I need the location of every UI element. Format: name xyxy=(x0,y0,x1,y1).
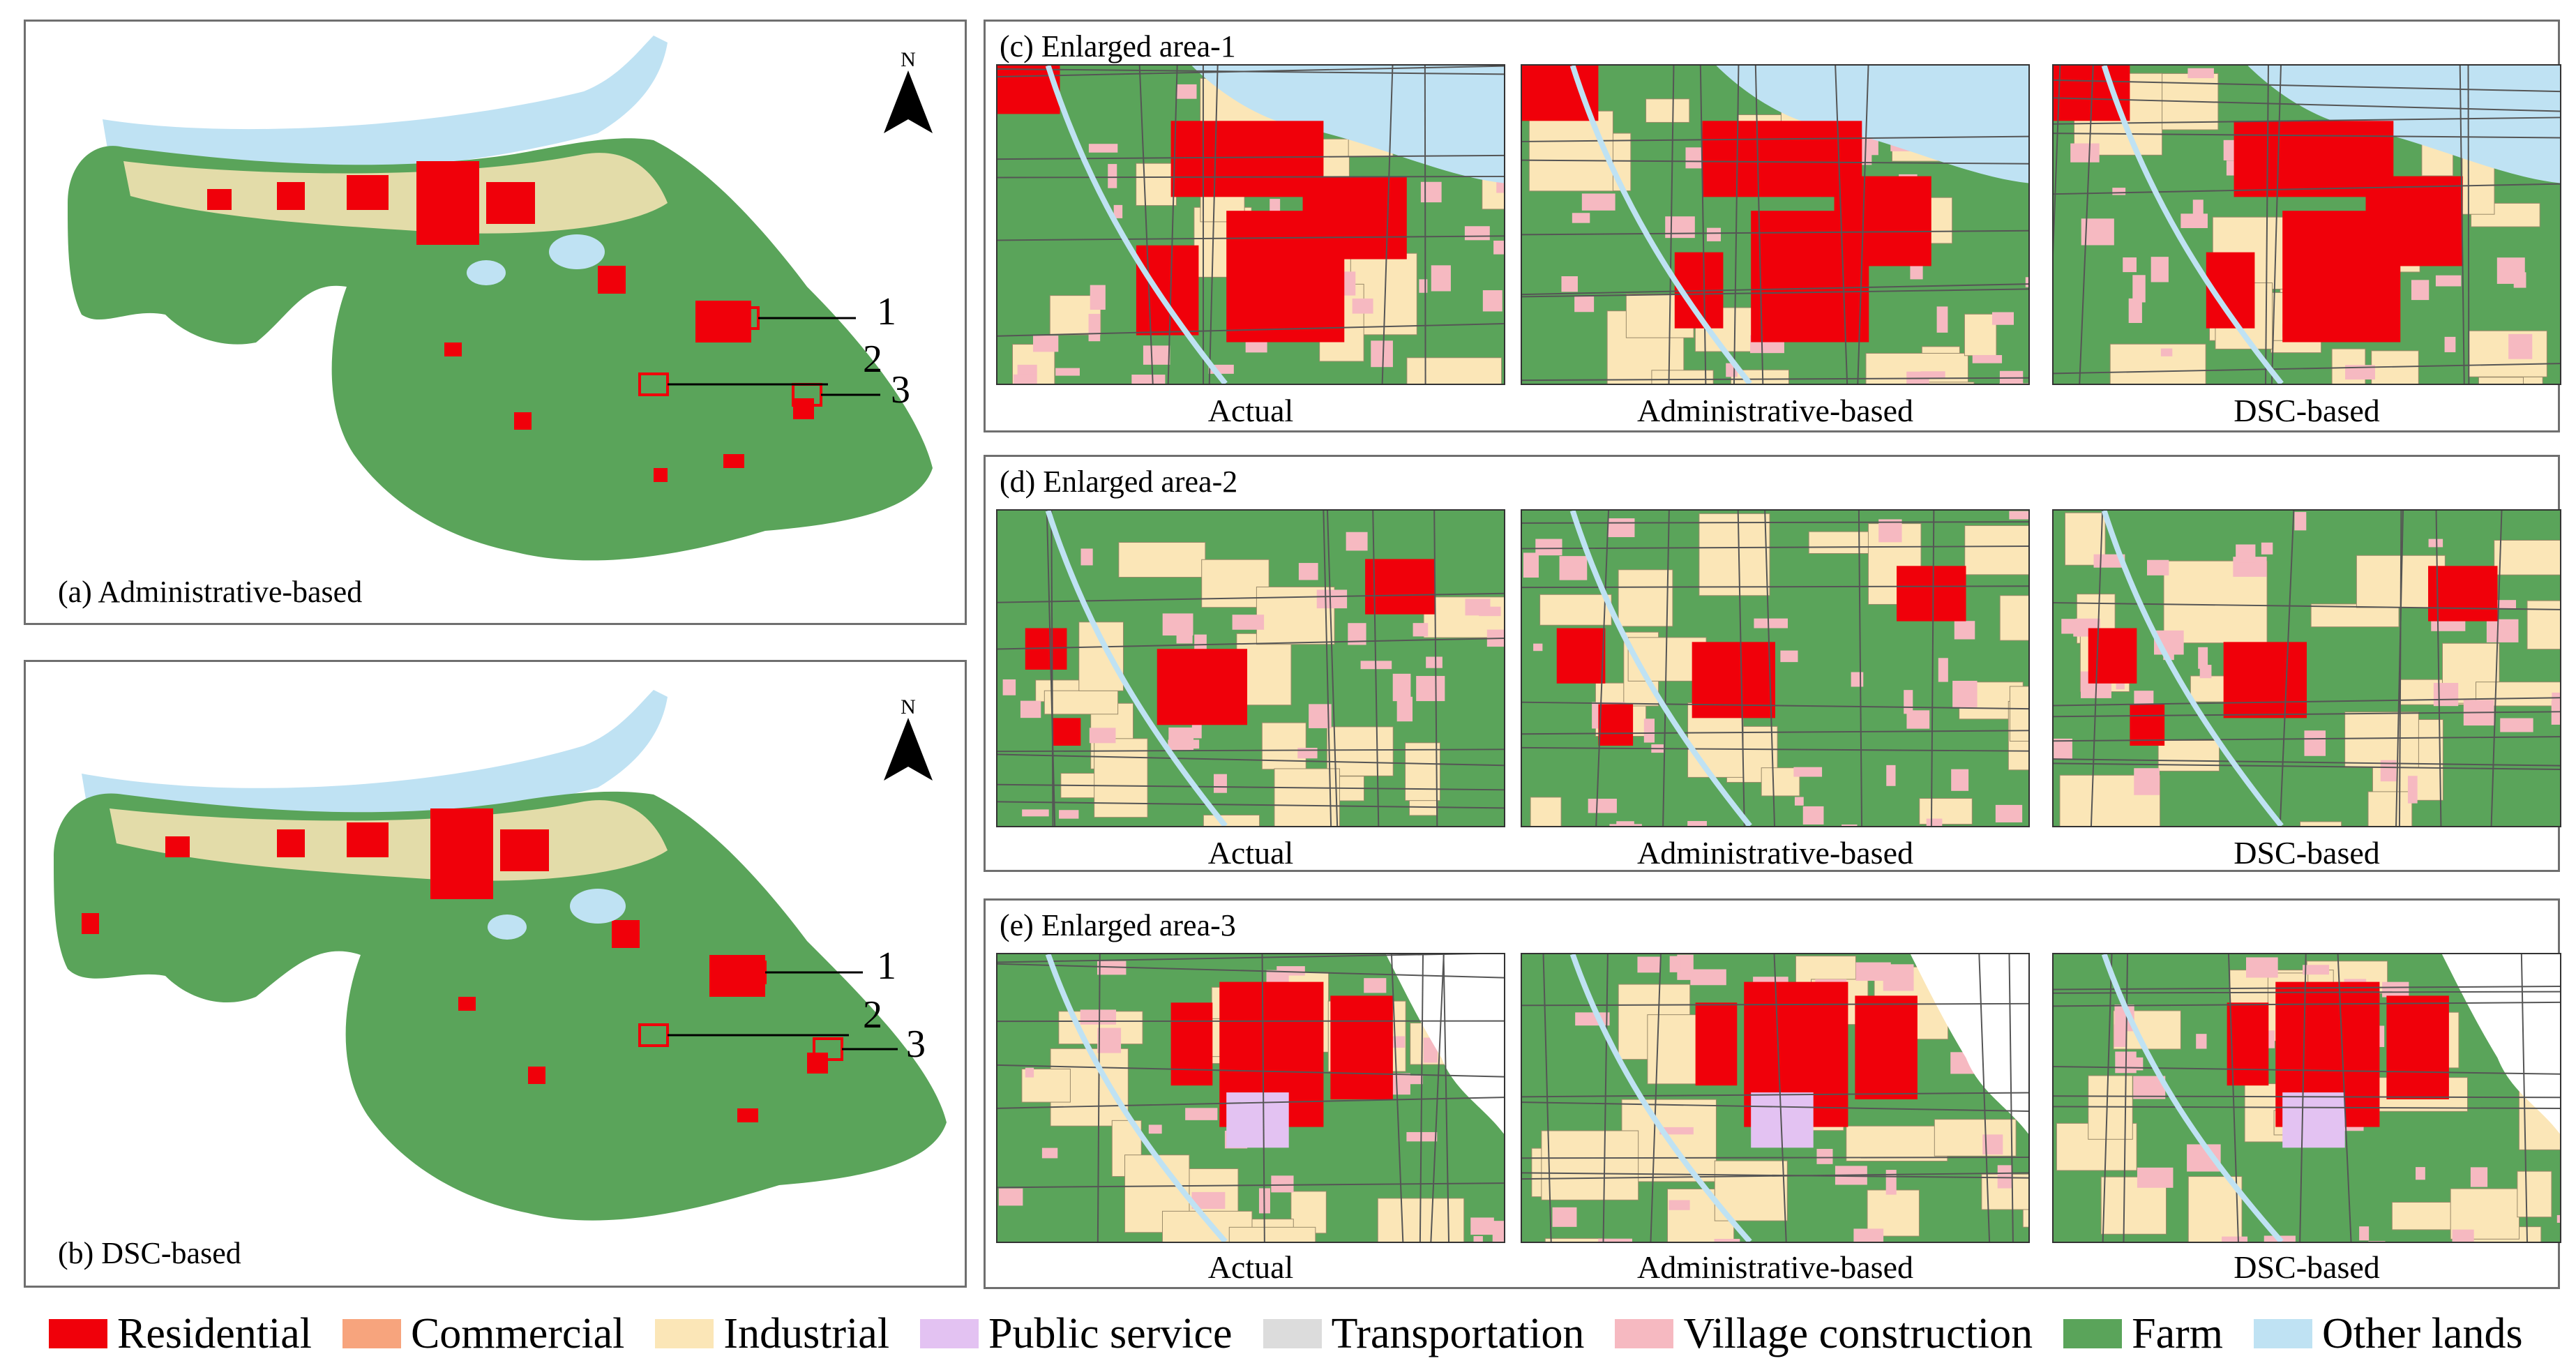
legend-label: Industrial xyxy=(723,1310,890,1357)
legend-item-public-service: Public service xyxy=(920,1312,1233,1355)
caption-administrative-based: Administrative-based xyxy=(1636,835,1913,871)
area-label-1: 1 xyxy=(877,290,896,333)
area-label-2: 2 xyxy=(863,993,882,1037)
river-band xyxy=(103,36,668,173)
panel-b-dsc-map: 1 2 3 N (b) DSC-based xyxy=(24,660,967,1288)
north-arrow: N xyxy=(884,697,933,784)
enlarged-map-1-actual xyxy=(996,64,1505,385)
caption-dsc-based: DSC-based xyxy=(2234,393,2380,428)
legend-label: Residential xyxy=(117,1310,312,1357)
enlarged-map-2-administrative-based xyxy=(1521,509,2030,827)
legend-swatch xyxy=(920,1319,979,1348)
legend-label: Other lands xyxy=(2322,1310,2523,1357)
caption-actual: Actual xyxy=(1207,393,1294,428)
enlarged-map-2-actual xyxy=(996,509,1505,827)
legend-item-commercial: Commercial xyxy=(342,1312,624,1355)
legend-label: Farm xyxy=(2132,1310,2224,1357)
legend: Residential Commercial Industrial Public se… xyxy=(49,1306,2554,1362)
legend-item-village-construction: Village construction xyxy=(1615,1312,2033,1355)
study-area-map-a xyxy=(68,36,933,561)
study-area-map-b xyxy=(54,690,947,1221)
caption-administrative-based: Administrative-based xyxy=(1636,393,1913,428)
legend-swatch xyxy=(2254,1319,2313,1348)
legend-item-transportation: Transportation xyxy=(1263,1310,1585,1357)
enlarged-map-1-dsc-based xyxy=(2052,64,2561,385)
legend-label: Transportation xyxy=(1331,1310,1585,1357)
panel-a-label: (a) Administrative-based xyxy=(58,575,363,609)
caption-actual: Actual xyxy=(1207,1249,1294,1285)
caption-dsc-based: DSC-based xyxy=(2234,835,2380,871)
legend-swatch xyxy=(49,1319,107,1348)
legend-item-industrial: Industrial xyxy=(655,1312,889,1355)
legend-swatch xyxy=(1263,1319,1322,1348)
enlarged-map-3-dsc-based xyxy=(2052,953,2561,1243)
enlarged-map-3-actual xyxy=(996,953,1505,1243)
land-body xyxy=(68,138,933,561)
legend-item-residential: Residential xyxy=(49,1312,312,1355)
caption-administrative-based: Administrative-based xyxy=(1636,1249,1913,1285)
north-arrow: N xyxy=(884,50,933,137)
enlarged-map-1-administrative-based xyxy=(1521,64,2030,385)
enlarged-map-2-dsc-based xyxy=(2052,509,2561,827)
north-label: N xyxy=(901,48,916,71)
north-arrow-icon xyxy=(884,70,933,133)
legend-swatch xyxy=(342,1319,401,1348)
north-label: N xyxy=(901,695,916,718)
north-arrow-icon xyxy=(884,718,933,781)
panel-a-administrative-map: 1 2 3 N (a) Administrative-based xyxy=(24,20,967,625)
panel-b-label: (b) DSC-based xyxy=(58,1236,241,1270)
area-label-2: 2 xyxy=(863,338,882,381)
urban-patches-a xyxy=(207,161,814,482)
legend-swatch xyxy=(1615,1319,1674,1348)
area-label-3: 3 xyxy=(891,368,910,412)
legend-item-other-lands: Other lands xyxy=(2254,1312,2523,1355)
caption-dsc-based: DSC-based xyxy=(2234,1249,2380,1285)
legend-label: Public service xyxy=(988,1310,1233,1357)
legend-label: Village construction xyxy=(1683,1310,2033,1357)
panel-d-label: (d) Enlarged area-2 xyxy=(1000,465,1238,499)
panel-e-label: (e) Enlarged area-3 xyxy=(1000,908,1236,942)
legend-swatch xyxy=(2063,1319,2123,1348)
legend-swatch xyxy=(655,1319,714,1348)
area-label-1: 1 xyxy=(877,944,896,988)
area-label-3: 3 xyxy=(906,1023,926,1066)
legend-label: Commercial xyxy=(410,1310,625,1357)
legend-item-farm: Farm xyxy=(2063,1312,2223,1355)
enlarged-map-3-administrative-based xyxy=(1521,953,2030,1243)
caption-actual: Actual xyxy=(1207,835,1294,871)
panel-c-label: (c) Enlarged area-1 xyxy=(1000,29,1236,63)
